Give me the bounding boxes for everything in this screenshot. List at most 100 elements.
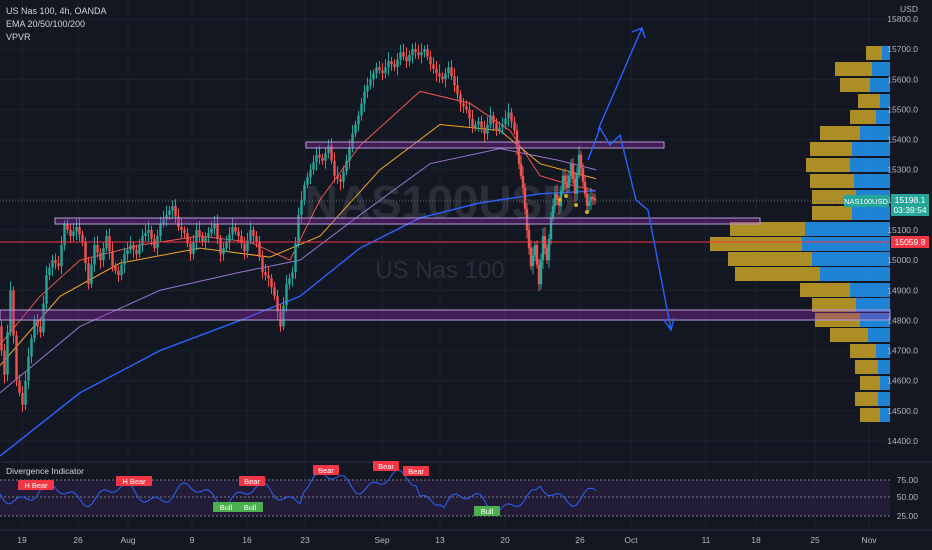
candle-body xyxy=(114,266,117,271)
candle-body xyxy=(575,174,579,194)
candle-body xyxy=(309,169,312,178)
candle-body xyxy=(63,223,66,246)
candle-body xyxy=(468,109,471,119)
volume-bar-up xyxy=(876,110,890,124)
candle-body xyxy=(429,56,432,65)
candle-body xyxy=(126,249,129,255)
candle-body xyxy=(195,230,198,243)
symbol-title[interactable]: US Nas 100, 4h, OANDA xyxy=(6,6,107,16)
candle-body xyxy=(453,76,456,86)
candle-body xyxy=(408,55,411,62)
candle-body xyxy=(27,356,30,381)
time-tick-label: 26 xyxy=(575,535,585,545)
candle-body xyxy=(171,205,174,211)
candle-body xyxy=(561,175,565,191)
candle-body xyxy=(444,73,447,80)
support-resistance-zones[interactable] xyxy=(0,141,891,321)
volume-bar-up xyxy=(852,142,890,156)
candle-body xyxy=(198,230,201,237)
divergence-label: Bear xyxy=(408,467,424,476)
volume-profile xyxy=(710,46,890,422)
volume-bar-down xyxy=(735,267,820,281)
volume-bar-down xyxy=(710,237,802,251)
zone-rect xyxy=(0,309,891,321)
candle-body xyxy=(147,230,150,234)
price-axis[interactable]: 15800.0 15700.0 15600.0 15500.0 15400.0 15300… xyxy=(887,14,918,446)
candle-body xyxy=(45,275,48,304)
candle-body xyxy=(504,118,507,125)
candle-body xyxy=(237,231,240,237)
candle-body xyxy=(465,106,468,110)
projection-arrows[interactable] xyxy=(558,27,675,332)
price-tick-label: 15000.0 xyxy=(887,255,918,265)
candle-body xyxy=(234,226,237,232)
candle-body xyxy=(366,85,369,92)
divergence-label-bg xyxy=(373,461,399,471)
volume-bar-up xyxy=(854,174,890,188)
price-tick-label: 15500.0 xyxy=(887,104,918,114)
candle-body xyxy=(333,160,336,176)
candle-body xyxy=(93,245,96,265)
signal-dot xyxy=(574,203,578,207)
volume-bar-down xyxy=(850,110,876,124)
candle-body xyxy=(420,52,423,56)
candle-body xyxy=(539,260,543,285)
divergence-label: H Bear xyxy=(24,481,48,490)
candle-body xyxy=(515,130,519,148)
candle-body xyxy=(210,228,213,234)
candle-body xyxy=(486,124,489,134)
candle-body xyxy=(480,121,483,128)
last-price-tag xyxy=(844,195,889,207)
candle-body xyxy=(159,223,162,237)
indicator-ema[interactable]: EMA 20/50/100/200 xyxy=(6,19,86,29)
candle-body xyxy=(291,272,294,279)
price-tick-label: 15800.0 xyxy=(887,14,918,24)
candle-body xyxy=(48,267,51,276)
candle-body xyxy=(225,242,228,249)
candle-body xyxy=(246,240,249,252)
volume-bar-down xyxy=(835,62,872,76)
candle-body xyxy=(162,219,165,224)
price-tick-label: 14600.0 xyxy=(887,376,918,386)
price-tick-label: 14800.0 xyxy=(887,315,918,325)
candle-body xyxy=(474,124,477,128)
candle-body xyxy=(545,248,549,261)
volume-bar-down xyxy=(840,78,870,92)
volume-bar-up xyxy=(812,252,890,266)
candle-body xyxy=(587,201,591,206)
time-axis[interactable]: 19 26 Aug 9 16 23 Sep 13 20 26 Oct 11 18 25 Nov xyxy=(17,535,877,545)
candle-body xyxy=(492,115,495,123)
volume-bar-up xyxy=(882,46,890,60)
divergence-label: Bull xyxy=(220,503,233,512)
price-tick-label: 14500.0 xyxy=(887,406,918,416)
candle-body xyxy=(426,49,429,57)
candle-body xyxy=(321,157,324,161)
candle-body xyxy=(108,236,111,252)
candle-body xyxy=(150,230,153,240)
candle-body xyxy=(583,181,587,194)
candle-body xyxy=(219,239,222,255)
volume-bar-up xyxy=(868,328,890,342)
candle-body xyxy=(51,260,54,268)
candle-body xyxy=(345,160,348,172)
candle-body xyxy=(375,67,378,74)
candle-body xyxy=(15,335,18,381)
candle-body xyxy=(378,67,381,71)
time-tick-label: 26 xyxy=(73,535,83,545)
volume-bar-down xyxy=(866,46,882,60)
zone-rect xyxy=(54,217,761,225)
candle-body xyxy=(589,196,593,202)
candle-body xyxy=(294,243,297,273)
candle-body xyxy=(3,350,6,375)
candle-body xyxy=(541,236,545,261)
candle-body xyxy=(243,243,246,252)
candle-body xyxy=(60,245,63,267)
candle-body xyxy=(432,64,435,69)
candle-body xyxy=(381,70,384,74)
candle-body xyxy=(441,76,444,80)
volume-bar-up xyxy=(872,62,890,76)
divergence-label-bg xyxy=(239,476,265,486)
candle-body xyxy=(581,168,585,182)
indicator-vpvr[interactable]: VPVR xyxy=(6,32,31,42)
